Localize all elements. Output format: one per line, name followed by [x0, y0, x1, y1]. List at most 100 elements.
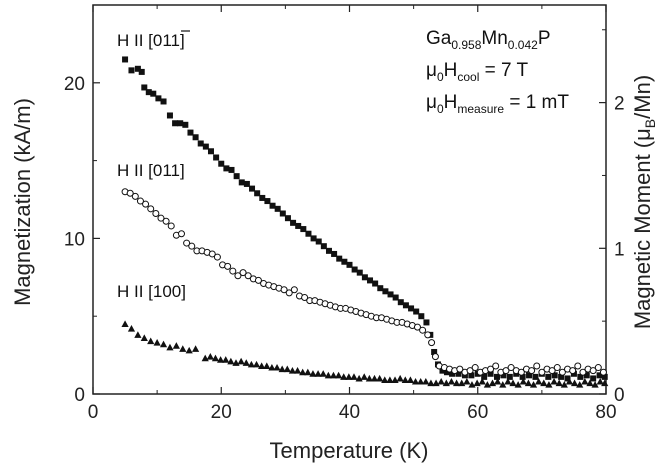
data-point-circle: [208, 250, 216, 258]
series-layer: [121, 56, 609, 388]
y-axis-right: 0 1 2: [599, 29, 625, 406]
data-point-triangle: [478, 377, 486, 385]
data-point-square: [468, 372, 475, 379]
data-point-circle: [553, 364, 561, 372]
data-point-circle: [290, 286, 298, 294]
data-point-circle: [239, 269, 247, 277]
data-point-square: [506, 373, 513, 380]
data-point-triangle: [524, 379, 533, 387]
data-point-triangle: [179, 345, 187, 352]
data-point-square: [122, 56, 129, 63]
data-point-circle: [502, 367, 510, 375]
data-point-square: [320, 243, 327, 250]
data-point-circle: [538, 368, 546, 376]
data-point-circle: [492, 362, 500, 370]
data-point-square: [361, 274, 368, 281]
data-point-circle: [569, 367, 577, 375]
data-point-square: [449, 370, 456, 377]
data-point-triangle: [365, 374, 373, 382]
data-point-circle: [285, 289, 293, 297]
data-point-triangle: [268, 363, 276, 371]
data-point-square: [145, 89, 152, 96]
data-point-circle: [244, 272, 252, 280]
data-point-square: [558, 373, 565, 380]
data-point-square: [218, 160, 225, 167]
data-point-square: [487, 370, 494, 377]
data-point-triangle: [121, 320, 129, 327]
data-point-square: [128, 67, 135, 74]
y-tick-label: 10: [64, 229, 85, 250]
data-point-triangle: [386, 376, 394, 383]
data-point-square: [207, 148, 214, 155]
data-point-triangle: [555, 379, 563, 387]
data-point-triangle: [494, 377, 502, 385]
data-point-square: [141, 84, 148, 91]
data-point-square: [264, 198, 271, 205]
data-point-triangle: [376, 374, 384, 382]
series-2: [121, 320, 609, 388]
data-point-triangle: [504, 377, 512, 385]
data-point-triangle: [417, 377, 425, 385]
data-point-triangle: [447, 377, 456, 385]
data-point-circle: [413, 323, 421, 331]
data-point-triangle: [153, 339, 161, 346]
data-point-circle: [280, 286, 288, 294]
data-point-circle: [177, 230, 185, 238]
data-point-circle: [431, 353, 439, 361]
data-point-square: [249, 185, 256, 192]
data-point-circle: [589, 367, 597, 375]
data-point-circle: [136, 197, 144, 205]
data-point-triangle: [509, 379, 517, 387]
data-point-triangle: [185, 346, 193, 354]
series-0: [122, 56, 608, 382]
data-point-triangle: [345, 373, 353, 380]
data-point-circle: [466, 367, 474, 375]
sample-formula: Ga0.958Mn0.042P: [426, 28, 551, 52]
data-point-circle: [152, 210, 160, 218]
data-point-square: [402, 302, 409, 309]
plot-frame: [92, 4, 607, 395]
data-point-triangle: [217, 356, 225, 363]
data-point-triangle: [258, 362, 266, 369]
data-point-triangle: [576, 381, 584, 388]
y-axis-left-title: Magnetization (kA/m): [10, 98, 35, 306]
data-point-circle: [147, 205, 155, 213]
data-point-square: [526, 372, 533, 379]
data-point-triangle: [172, 342, 180, 349]
series-1: [121, 188, 607, 376]
data-point-circle: [533, 362, 541, 370]
data-point-triangle: [166, 343, 174, 351]
data-point-triangle: [463, 377, 471, 385]
data-point-triangle: [293, 367, 302, 374]
data-point-square: [187, 129, 194, 136]
y2-tick-label: 0: [614, 385, 625, 406]
data-point-circle: [183, 239, 191, 247]
data-point-triangle: [263, 362, 271, 369]
data-point-triangle: [134, 331, 142, 338]
data-point-square: [392, 294, 399, 301]
data-point-square: [583, 372, 590, 379]
data-point-circle: [428, 339, 436, 347]
data-point-circle: [254, 276, 262, 284]
data-point-triangle: [319, 370, 327, 377]
data-point-triangle: [535, 377, 543, 385]
data-point-square: [305, 230, 312, 237]
data-point-circle: [213, 253, 221, 261]
data-point-triangle: [147, 337, 155, 345]
data-point-circle: [507, 364, 515, 372]
data-point-square: [564, 375, 571, 382]
data-point-square: [423, 319, 430, 326]
x-tick-label: 80: [595, 402, 616, 423]
x-axis: 0 20 40 60 80: [88, 5, 617, 423]
data-point-triangle: [499, 381, 507, 388]
data-point-triangle: [237, 357, 245, 365]
data-point-square: [551, 372, 558, 379]
data-point-square: [418, 313, 425, 320]
data-point-triangle: [252, 360, 261, 368]
x-axis-title: Temperature (K): [270, 438, 429, 463]
data-point-triangle: [222, 356, 230, 363]
data-point-triangle: [278, 365, 286, 373]
data-point-triangle: [381, 376, 389, 383]
x-tick-label: 60: [467, 402, 488, 423]
data-point-square: [138, 68, 145, 75]
